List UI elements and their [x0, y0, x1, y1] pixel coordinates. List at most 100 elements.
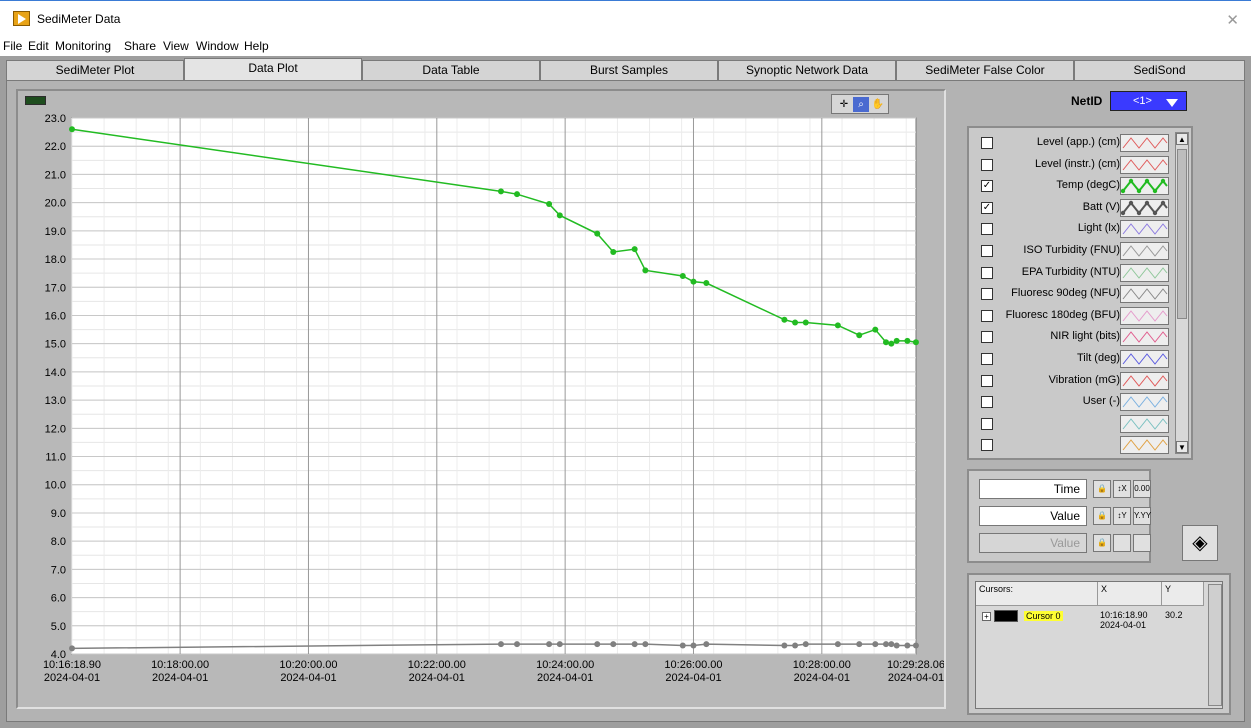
data-point: [631, 246, 638, 253]
cursor-table: Cursors: X Y + Cursor 0 10:16:18.90 2024…: [975, 581, 1223, 709]
tab-data-table[interactable]: Data Table: [362, 60, 540, 80]
data-point: [642, 267, 649, 274]
scroll-down-icon[interactable]: ▼: [1176, 441, 1188, 453]
x-tick-label: 10:18:00.00: [151, 659, 209, 671]
data-point: [546, 201, 553, 208]
y-tick-label: 23.0: [45, 113, 66, 125]
data-point: [792, 319, 799, 326]
title-bar: SediMeter Data ✕: [0, 0, 1251, 36]
legend-checkbox[interactable]: [981, 158, 993, 171]
legend-checkbox[interactable]: [981, 137, 993, 149]
pan-hand-icon[interactable]: ✋: [871, 99, 885, 110]
netid-select[interactable]: <1>: [1110, 91, 1187, 111]
legend-row: Light (lx): [969, 218, 1175, 240]
autoscale-x-icon[interactable]: ↕X: [1113, 480, 1131, 498]
legend-swatch[interactable]: [1120, 371, 1169, 390]
menu-view[interactable]: View: [163, 39, 189, 53]
tab-sedimeter-plot[interactable]: SediMeter Plot: [6, 60, 184, 80]
legend-swatch[interactable]: [1120, 350, 1169, 368]
legend-swatch[interactable]: [1120, 242, 1169, 260]
legend-swatch[interactable]: [1120, 393, 1169, 412]
legend-scrollbar[interactable]: ▲ ▼: [1175, 132, 1189, 454]
legend-swatch[interactable]: [1120, 177, 1169, 196]
data-point: [882, 641, 889, 648]
data-point: [893, 642, 900, 649]
legend-swatch[interactable]: [1120, 414, 1169, 433]
tab-sedisond[interactable]: SediSond: [1074, 60, 1245, 80]
data-point: [802, 641, 809, 648]
cursor-swatch[interactable]: [994, 610, 1018, 622]
legend-swatch[interactable]: [1120, 436, 1169, 455]
scale-legend: Time 🔒 ↕X 0.00 Value 🔒 ↕Y Y.YY Value 🔒: [967, 469, 1151, 563]
legend-swatch[interactable]: [1120, 134, 1169, 152]
cursor-scrollbar[interactable]: [1208, 584, 1222, 706]
data-point: [834, 322, 841, 329]
legend-checkbox[interactable]: [981, 223, 993, 236]
legend-swatch[interactable]: [1120, 220, 1169, 239]
zoom-icon[interactable]: ⌕: [853, 97, 869, 112]
cursor-name[interactable]: Cursor 0: [1024, 611, 1063, 621]
waveform-graph[interactable]: ✛ ⌕ ✋ 23.0 22.0 21.0 20.0 19.0 18.0 17.0 16.0 15…: [16, 89, 946, 709]
legend-checkbox[interactable]: [981, 331, 993, 344]
expand-icon[interactable]: +: [982, 612, 991, 621]
cursor-move-icon[interactable]: ◈: [1182, 525, 1218, 561]
format-disabled-button: [1133, 534, 1151, 552]
x-tick-date: 2024-04-01: [537, 672, 593, 684]
lock-icon[interactable]: 🔒: [1093, 507, 1111, 525]
window-title: SediMeter Data: [37, 12, 121, 26]
tab-synoptic-network-data[interactable]: Synoptic Network Data: [718, 60, 896, 80]
legend-row: Tilt (deg): [969, 348, 1175, 370]
menu-monitoring[interactable]: Monitoring: [55, 39, 112, 53]
data-point: [904, 642, 911, 649]
lock-icon[interactable]: 🔒: [1093, 480, 1111, 498]
legend-checkbox[interactable]: [981, 417, 993, 430]
legend-swatch[interactable]: [1120, 285, 1169, 304]
menu-share[interactable]: Share: [124, 39, 157, 53]
graph-palette: ✛ ⌕ ✋: [831, 94, 889, 114]
tab-sedimeter-false-color[interactable]: SediMeter False Color: [896, 60, 1074, 80]
legend-checkbox[interactable]: [981, 396, 993, 409]
legend-swatch[interactable]: [1120, 155, 1169, 174]
legend-checkbox[interactable]: ✓: [981, 180, 993, 193]
legend-checkbox[interactable]: [981, 353, 993, 365]
x-tick-date: 2024-04-01: [665, 672, 721, 684]
y-tick-label: 14.0: [45, 367, 66, 379]
crosshair-icon[interactable]: ✛: [839, 99, 849, 110]
menu-bar: File Edit Monitoring Share View Window H…: [0, 36, 1251, 56]
data-point: [888, 340, 895, 347]
legend-checkbox[interactable]: [981, 309, 993, 322]
legend-checkbox[interactable]: [981, 439, 993, 452]
autoscale-y-icon[interactable]: ↕Y: [1113, 507, 1131, 525]
legend-checkbox[interactable]: [981, 245, 993, 257]
y-tick-label: 6.0: [51, 593, 66, 605]
x-tick-date: 2024-04-01: [44, 672, 100, 684]
legend-checkbox[interactable]: [981, 374, 993, 387]
y-tick-label: 5.0: [51, 621, 66, 633]
legend-swatch[interactable]: [1120, 306, 1169, 325]
scroll-up-icon[interactable]: ▲: [1176, 133, 1188, 145]
legend-checkbox[interactable]: [981, 288, 993, 301]
legend-swatch[interactable]: [1120, 328, 1169, 347]
format-x-button[interactable]: 0.00: [1133, 480, 1151, 498]
data-point: [514, 641, 521, 648]
data-point: [888, 641, 895, 648]
tab-burst-samples[interactable]: Burst Samples: [540, 60, 718, 80]
menu-edit[interactable]: Edit: [28, 39, 49, 53]
legend-swatch[interactable]: [1120, 198, 1169, 217]
y-tick-label: 12.0: [45, 423, 66, 435]
legend-checkbox[interactable]: ✓: [981, 201, 993, 214]
tab-data-plot[interactable]: Data Plot: [184, 58, 362, 81]
x-tick-label: 10:26:00.00: [664, 659, 722, 671]
legend-swatch[interactable]: [1120, 263, 1169, 282]
menu-window[interactable]: Window: [196, 39, 239, 53]
legend-checkbox[interactable]: [981, 266, 993, 279]
format-y-button[interactable]: Y.YY: [1133, 507, 1151, 525]
menu-help[interactable]: Help: [244, 39, 269, 53]
menu-file[interactable]: File: [3, 39, 23, 53]
data-point: [872, 641, 879, 648]
legend-label: Fluoresc 180deg (BFU): [1005, 308, 1120, 321]
scroll-thumb[interactable]: [1177, 149, 1187, 319]
close-icon[interactable]: ✕: [1226, 12, 1239, 29]
app-icon: [13, 11, 30, 26]
x-tick-date: 2024-04-01: [280, 672, 336, 684]
